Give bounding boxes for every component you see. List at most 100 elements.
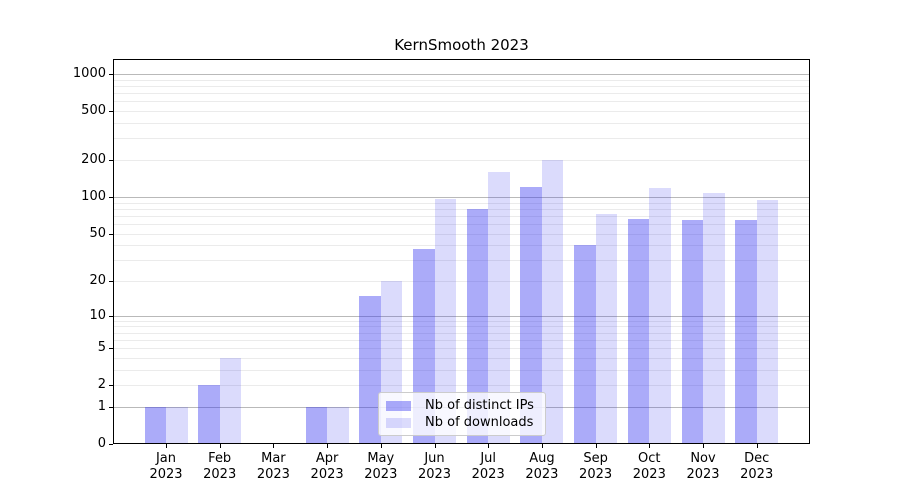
y-tick (109, 196, 113, 198)
bar-downloads (703, 192, 725, 444)
minor-gridline (113, 223, 810, 225)
x-tick-month: Aug (529, 451, 555, 466)
y-tick-label: 50 (89, 225, 106, 241)
minor-gridline (113, 260, 810, 262)
x-tick-month: Apr (315, 451, 339, 466)
y-tick-label: 500 (81, 103, 106, 119)
minor-gridline (113, 111, 810, 113)
x-tick (595, 444, 597, 448)
bar-downloads (219, 357, 242, 444)
bar-downloads (488, 171, 510, 444)
minor-gridline (113, 245, 810, 247)
x-tick (541, 444, 543, 448)
y-tick (109, 406, 113, 408)
x-tick-year: 2023 (149, 467, 183, 482)
y-tick-label: 20 (89, 273, 106, 288)
bar-distinct-ips (305, 406, 328, 444)
bar-distinct-ips (520, 187, 542, 444)
y-tick (109, 385, 113, 387)
legend: Nb of distinct IPs Nb of downloads (378, 392, 546, 436)
x-tick-month: Dec (744, 451, 770, 466)
x-tick-label: Jun 2023 (405, 451, 465, 483)
x-tick-year: 2023 (310, 467, 344, 482)
x-tick-year: 2023 (256, 467, 290, 482)
legend-swatch (386, 400, 411, 411)
legend-item: Nb of downloads (386, 414, 537, 431)
x-tick (327, 444, 329, 448)
y-tick (109, 233, 113, 235)
x-tick-year: 2023 (579, 467, 613, 482)
x-tick-year: 2023 (417, 467, 452, 482)
legend-item: Nb of distinct IPs (386, 397, 537, 414)
plot-area: Nb of distinct IPs Nb of downloads (113, 59, 810, 444)
x-tick-month: Oct (638, 451, 661, 466)
minor-gridline (113, 385, 810, 387)
minor-gridline (113, 281, 810, 282)
y-tick-label: 10 (89, 307, 106, 323)
bar-distinct-ips (359, 295, 381, 444)
x-tick (649, 444, 651, 448)
x-tick-label: Mar 2023 (243, 451, 303, 483)
x-tick-month: Sep (583, 451, 608, 466)
y-tick (109, 74, 113, 75)
y-tick-label: 200 (81, 152, 106, 167)
major-gridline (113, 196, 810, 198)
x-tick-month: Nov (690, 451, 716, 466)
x-tick-label: Dec 2023 (727, 451, 787, 483)
x-tick-label: Jan 2023 (136, 451, 196, 483)
minor-gridline (113, 93, 810, 95)
minor-gridline (113, 138, 810, 140)
legend-swatch (386, 417, 411, 428)
chart-title: KernSmooth 2023 (394, 36, 529, 54)
x-tick-label: Feb 2023 (190, 451, 250, 483)
x-tick-label: Sep 2023 (566, 451, 626, 483)
major-gridline (113, 315, 810, 317)
x-tick-year: 2023 (203, 467, 237, 482)
y-tick (109, 444, 113, 445)
x-tick-month: Mar (261, 451, 286, 466)
minor-gridline (113, 326, 810, 328)
minor-gridline (113, 369, 810, 371)
minor-gridline (113, 215, 810, 217)
bar-downloads (649, 188, 671, 444)
x-tick (434, 444, 436, 448)
y-tick-label: 1000 (72, 66, 106, 81)
bar-distinct-ips (198, 385, 220, 444)
bar-distinct-ips (627, 218, 650, 444)
bar-distinct-ips (144, 406, 166, 444)
bar-downloads (166, 406, 188, 444)
x-tick (166, 444, 167, 448)
y-tick-label: 2 (97, 377, 106, 393)
x-tick-label: Oct 2023 (619, 451, 679, 483)
x-tick (756, 444, 758, 448)
x-tick (273, 444, 275, 448)
minor-gridline (113, 332, 810, 334)
bar-distinct-ips (681, 219, 703, 444)
minor-gridline (113, 160, 810, 161)
y-tick-label: 1 (97, 398, 106, 414)
y-tick (109, 111, 113, 113)
x-tick (703, 444, 704, 448)
x-tick (219, 444, 221, 448)
x-tick-label: Nov 2023 (673, 451, 733, 483)
minor-gridline (113, 339, 810, 341)
minor-gridline (113, 202, 810, 204)
x-tick-year: 2023 (740, 467, 774, 482)
x-tick-year: 2023 (686, 467, 720, 482)
y-tick (109, 315, 113, 317)
minor-gridline (113, 123, 810, 124)
x-tick-month: Jun (424, 451, 445, 466)
x-tick-month: Jul (480, 451, 497, 466)
minor-gridline (113, 79, 810, 81)
bar-distinct-ips (466, 208, 489, 444)
x-tick-month: May (367, 451, 395, 466)
bar-downloads (327, 406, 349, 444)
y-tick-label: 0 (97, 436, 106, 451)
x-tick (488, 444, 490, 448)
bar-distinct-ips (735, 219, 757, 444)
y-tick (109, 281, 113, 282)
major-gridline (113, 74, 810, 75)
y-tick-label: 5 (97, 340, 106, 356)
bar-distinct-ips (574, 245, 596, 444)
